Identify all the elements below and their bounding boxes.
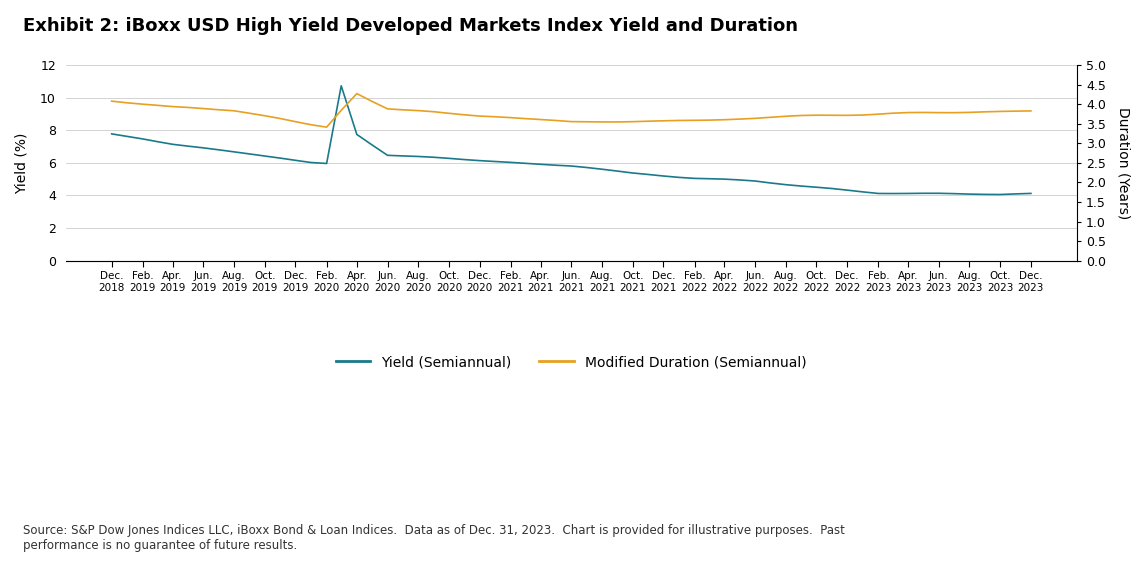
Text: Source: S&P Dow Jones Indices LLC, iBoxx Bond & Loan Indices.  Data as of Dec. 3: Source: S&P Dow Jones Indices LLC, iBoxx…	[23, 524, 845, 552]
Y-axis label: Duration (Years): Duration (Years)	[1117, 107, 1131, 219]
Legend: Yield (Semiannual), Modified Duration (Semiannual): Yield (Semiannual), Modified Duration (S…	[330, 350, 813, 375]
Text: Exhibit 2: iBoxx USD High Yield Developed Markets Index Yield and Duration: Exhibit 2: iBoxx USD High Yield Develope…	[23, 17, 798, 35]
Y-axis label: Yield (%): Yield (%)	[15, 132, 29, 194]
